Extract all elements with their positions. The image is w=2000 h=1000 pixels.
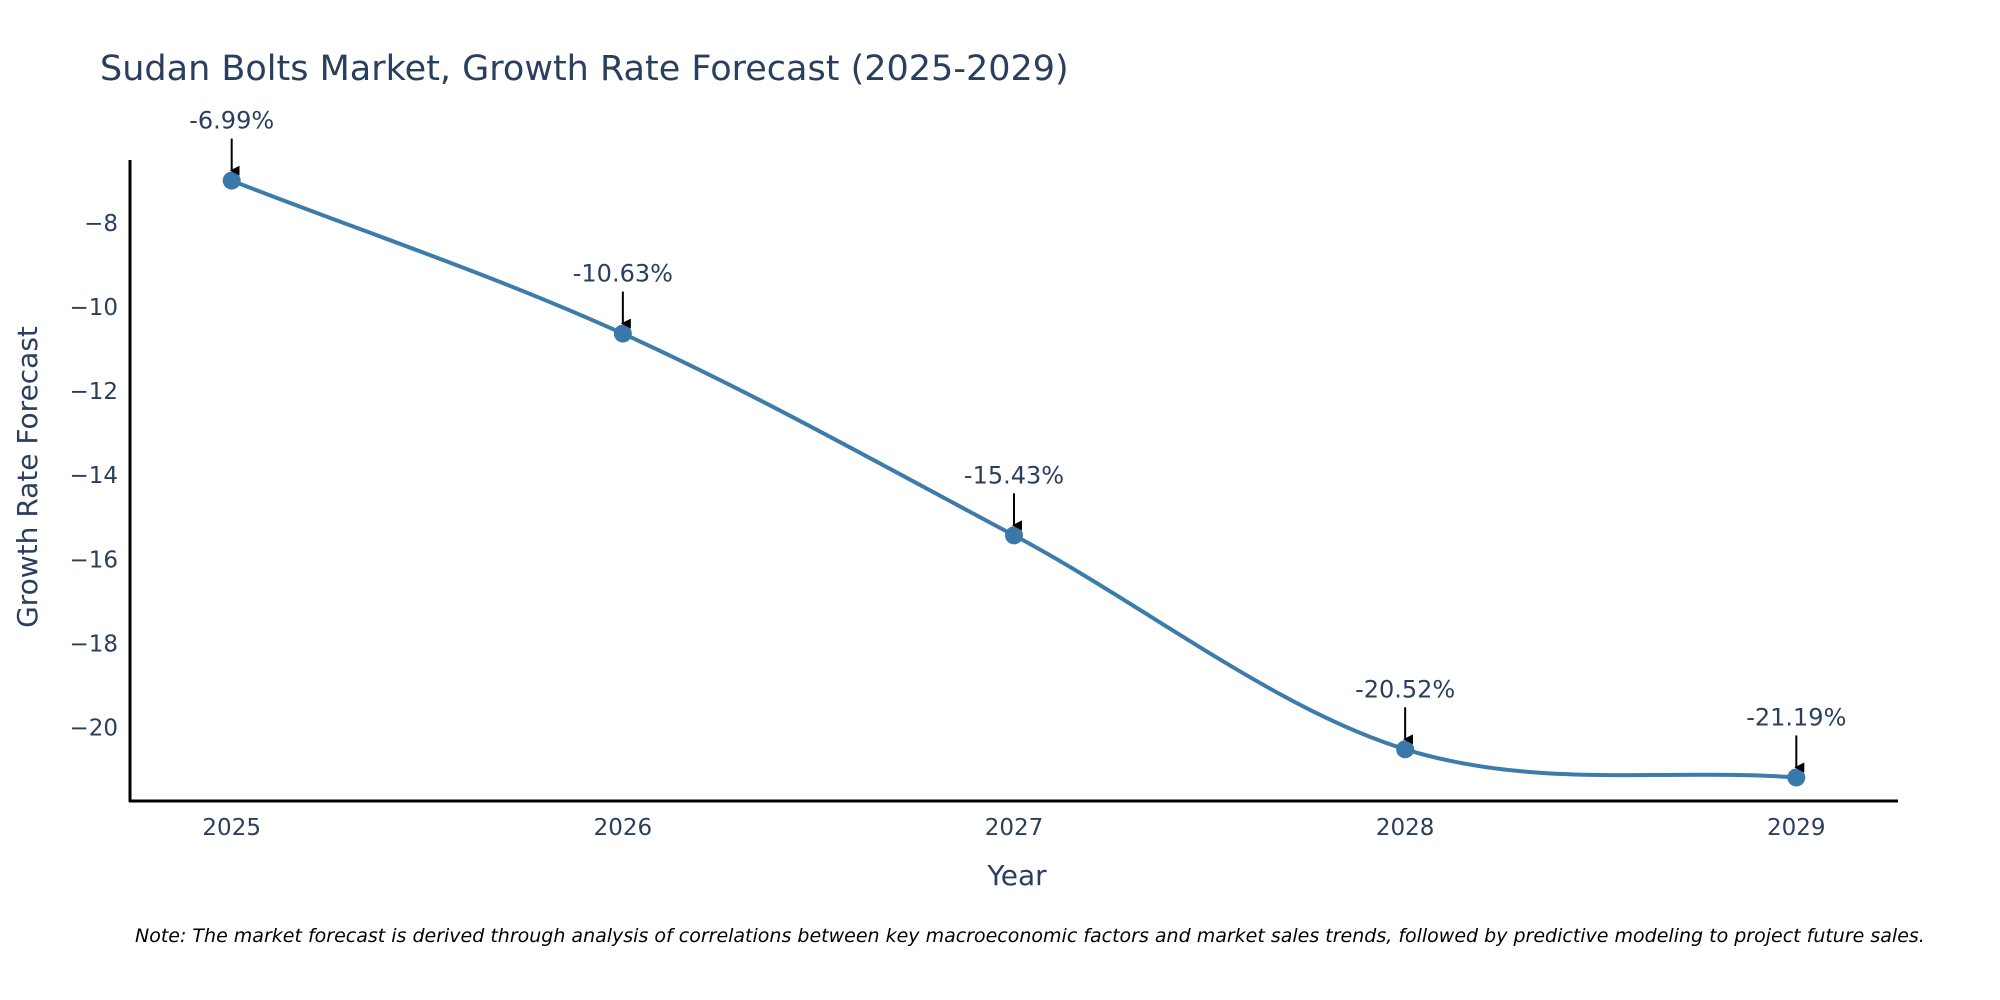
y-tick-label: −12 (69, 379, 118, 405)
data-label: -15.43% (964, 461, 1064, 489)
x-tick-label: 2027 (985, 815, 1044, 841)
y-tick-label: −18 (69, 631, 118, 657)
data-label: -6.99% (189, 107, 274, 135)
y-axis-title: Growth Rate Forecast (11, 326, 44, 628)
chart-title: Sudan Bolts Market, Growth Rate Forecast… (100, 49, 1069, 89)
y-ticks: −8 −10 −12 −14 −16 −18 −20 (69, 211, 118, 741)
data-point (613, 324, 632, 343)
data-point (1787, 768, 1806, 787)
data-label: -20.52% (1355, 675, 1455, 703)
markers (222, 171, 1806, 787)
data-point (222, 171, 241, 190)
data-label: -21.19% (1746, 703, 1846, 731)
x-tick-label: 2028 (1376, 815, 1435, 841)
data-point (1396, 740, 1415, 759)
x-tick-label: 2025 (202, 815, 261, 841)
x-ticks: 2025 2026 2027 2028 2029 (202, 815, 1825, 841)
x-axis-title: Year (986, 859, 1047, 892)
y-tick-label: −14 (69, 463, 118, 489)
annotations: -6.99% -10.63% -15.43% -20.52% -21.19% (189, 107, 1846, 773)
y-tick-label: −8 (84, 211, 118, 237)
y-tick-label: −16 (69, 547, 118, 573)
y-tick-label: −20 (69, 715, 118, 741)
data-label: -10.63% (573, 260, 673, 288)
x-tick-label: 2029 (1767, 815, 1826, 841)
y-tick-label: −10 (69, 295, 118, 321)
data-point (1005, 526, 1023, 545)
x-tick-label: 2026 (594, 815, 653, 841)
chart-note: Note: The market forecast is derived thr… (135, 925, 1925, 947)
